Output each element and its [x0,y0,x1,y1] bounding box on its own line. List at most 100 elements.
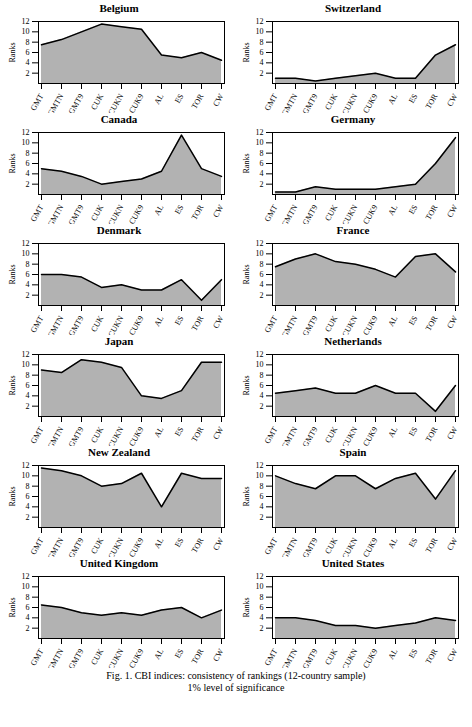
svg-text:GMTN: GMTN [46,92,66,113]
svg-text:Ranks: Ranks [8,43,17,63]
svg-text:CUKN: CUKN [106,536,125,557]
svg-text:ES: ES [173,314,185,327]
svg-text:CUK: CUK [89,536,105,555]
svg-text:CUK9: CUK9 [127,203,145,224]
svg-text:10: 10 [22,138,30,147]
svg-text:GMT: GMT [263,647,280,667]
svg-text:ES: ES [407,536,419,549]
svg-text:Ranks: Ranks [8,487,17,507]
svg-text:AL: AL [386,92,399,106]
svg-text:8: 8 [26,593,30,602]
svg-text:AL: AL [386,203,399,217]
svg-text:GMTN: GMTN [280,425,300,446]
svg-text:AL: AL [152,536,165,550]
svg-text:AL: AL [152,92,165,106]
svg-text:GMT: GMT [29,203,46,223]
svg-text:GMT9: GMT9 [301,425,320,446]
svg-text:GMTN: GMTN [46,203,66,224]
svg-text:GMT9: GMT9 [67,425,86,446]
svg-text:GMT: GMT [29,92,46,112]
svg-text:ES: ES [173,647,185,660]
svg-text:TOR: TOR [190,314,206,333]
svg-text:CUKN: CUKN [106,203,125,224]
svg-text:12: 12 [22,128,30,137]
svg-text:CUK9: CUK9 [127,536,145,557]
svg-text:12: 12 [22,239,30,248]
svg-text:CW: CW [211,425,225,441]
svg-text:12: 12 [22,17,30,26]
svg-text:8: 8 [260,593,264,602]
svg-text:GMTN: GMTN [46,536,66,557]
svg-text:CUK9: CUK9 [127,425,145,446]
svg-text:Ranks: Ranks [8,598,17,618]
svg-text:6: 6 [260,159,264,168]
svg-text:CUK: CUK [323,92,339,111]
svg-text:CUK: CUK [89,647,105,666]
svg-text:GMT: GMT [29,536,46,556]
svg-text:GMTN: GMTN [280,314,300,335]
svg-text:10: 10 [22,582,30,591]
svg-text:8: 8 [260,482,264,491]
svg-text:10: 10 [22,471,30,480]
svg-text:CW: CW [211,536,225,552]
svg-text:12: 12 [22,350,30,359]
svg-text:8: 8 [26,371,30,380]
svg-text:GMT: GMT [29,314,46,334]
svg-text:TOR: TOR [424,647,440,666]
svg-text:CW: CW [445,647,459,663]
svg-text:GMTN: GMTN [46,425,66,446]
svg-text:GMTN: GMTN [280,92,300,113]
svg-text:AL: AL [386,314,399,328]
svg-text:ES: ES [173,203,185,216]
svg-text:4: 4 [26,169,30,178]
svg-text:8: 8 [260,371,264,380]
svg-text:CUK9: CUK9 [361,536,379,557]
svg-text:AL: AL [386,536,399,550]
svg-text:10: 10 [22,249,30,258]
svg-text:CUK9: CUK9 [127,92,145,113]
svg-text:8: 8 [260,260,264,269]
svg-text:CUK9: CUK9 [361,425,379,446]
svg-text:2: 2 [260,69,264,78]
svg-text:AL: AL [152,203,165,217]
svg-text:ES: ES [407,314,419,327]
svg-text:8: 8 [26,149,30,158]
svg-text:6: 6 [260,48,264,57]
svg-text:2: 2 [26,180,30,189]
svg-text:CW: CW [445,314,459,330]
svg-text:CUK: CUK [89,314,105,333]
svg-text:Ranks: Ranks [8,265,17,285]
svg-text:Ranks: Ranks [242,154,251,174]
svg-text:2: 2 [26,513,30,522]
svg-text:GMT9: GMT9 [67,314,86,335]
svg-text:8: 8 [260,149,264,158]
svg-text:CUKN: CUKN [340,314,359,335]
svg-text:GMT: GMT [29,425,46,445]
svg-text:10: 10 [256,471,264,480]
svg-text:6: 6 [260,270,264,279]
svg-text:CUK: CUK [323,203,339,222]
svg-text:CUKN: CUKN [340,92,359,113]
svg-text:GMT: GMT [263,425,280,445]
svg-text:GMT9: GMT9 [301,92,320,113]
svg-text:4: 4 [26,280,30,289]
svg-text:4: 4 [260,391,264,400]
svg-text:GMT9: GMT9 [67,647,86,668]
svg-text:12: 12 [256,350,264,359]
svg-text:CUK: CUK [323,647,339,666]
svg-text:10: 10 [256,138,264,147]
svg-text:Ranks: Ranks [8,376,17,396]
svg-text:6: 6 [26,159,30,168]
svg-text:AL: AL [152,425,165,439]
svg-text:GMT: GMT [29,647,46,667]
svg-text:4: 4 [26,502,30,511]
svg-text:GMTN: GMTN [46,647,66,668]
svg-text:2: 2 [260,402,264,411]
svg-text:TOR: TOR [190,536,206,555]
svg-text:CUKN: CUKN [106,425,125,446]
svg-text:CW: CW [211,647,225,663]
svg-text:CUKN: CUKN [340,647,359,668]
svg-text:TOR: TOR [424,203,440,222]
svg-text:GMTN: GMTN [280,536,300,557]
svg-text:CUK9: CUK9 [361,203,379,224]
